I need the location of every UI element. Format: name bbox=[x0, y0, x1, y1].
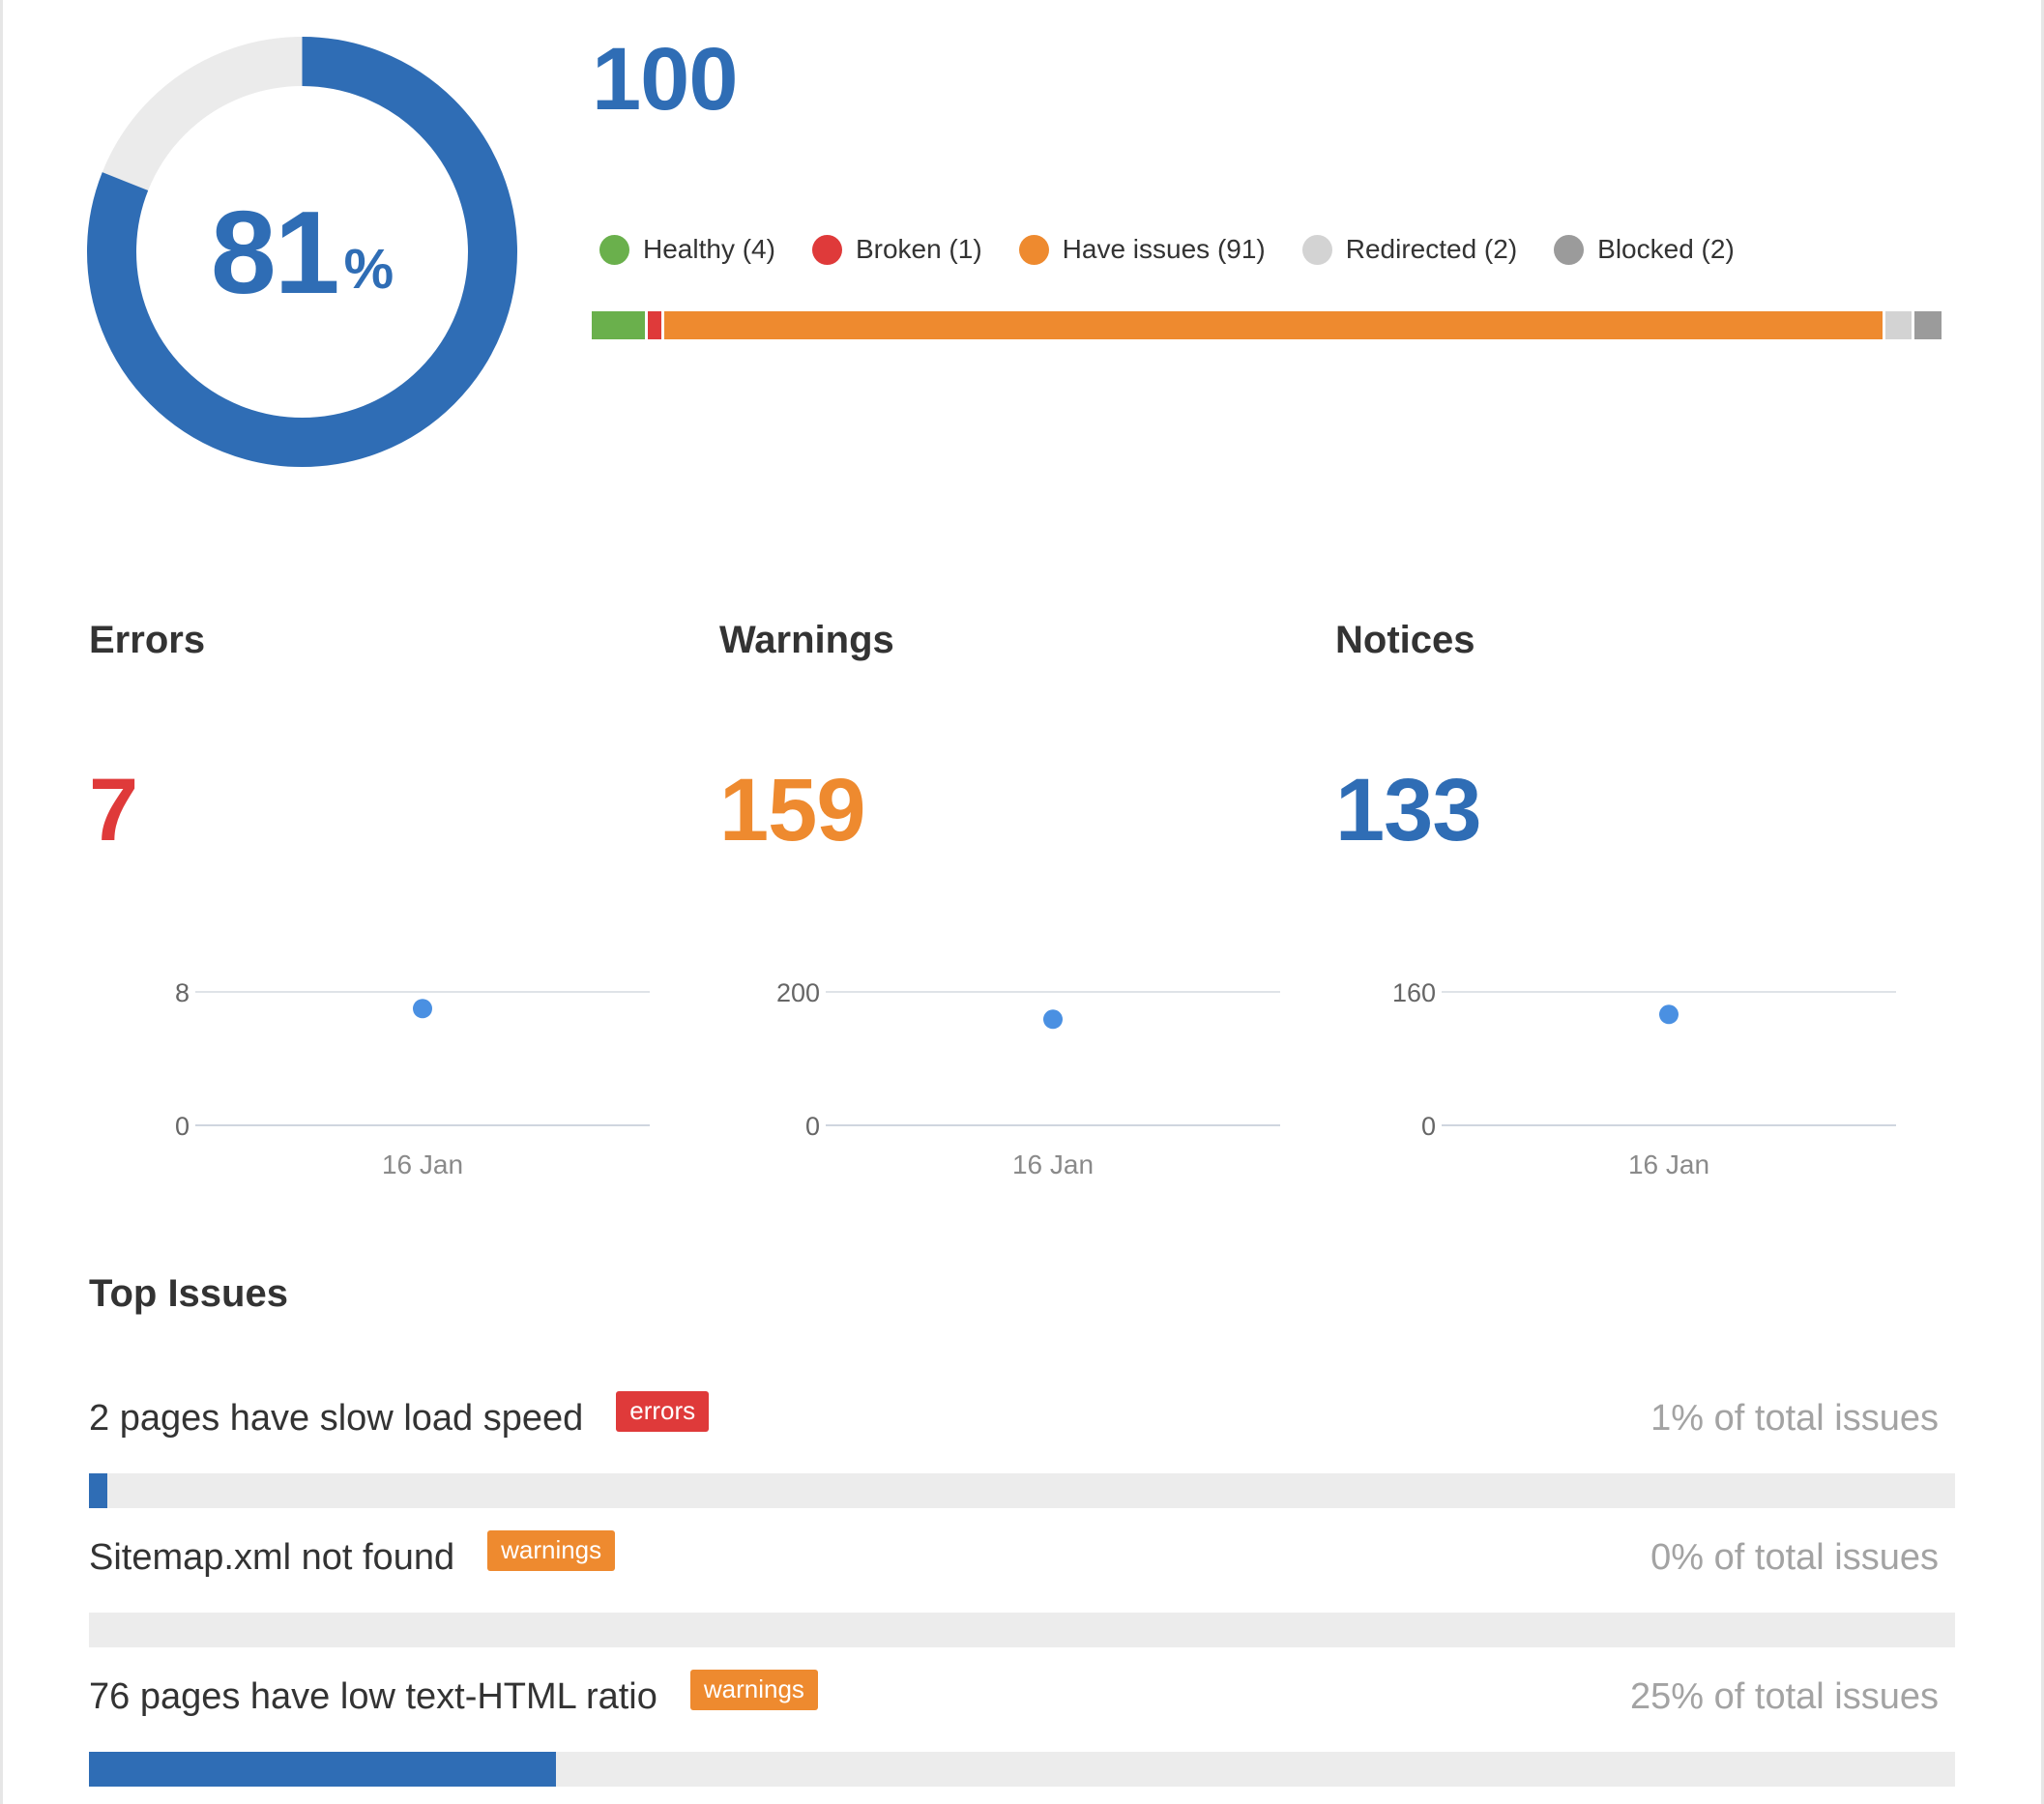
legend-label: Redirected (2) bbox=[1345, 234, 1518, 264]
issue-title[interactable]: 2 pages have slow load speed bbox=[89, 1398, 584, 1439]
issue-progress-track bbox=[89, 1752, 1955, 1787]
bar-segment[interactable] bbox=[664, 311, 1883, 339]
legend-label: Healthy (4) bbox=[643, 234, 775, 264]
issue-badge: warnings bbox=[487, 1529, 616, 1571]
issue-title-wrap: Sitemap.xml not found warnings bbox=[89, 1529, 616, 1579]
legend-item[interactable]: Broken (1) bbox=[811, 234, 982, 265]
notices-widget[interactable]: Notices 133 160 0 16 Jan bbox=[1335, 619, 1915, 1179]
notices-value[interactable]: 133 bbox=[1335, 761, 1481, 859]
issue-progress-track bbox=[89, 1473, 1955, 1508]
issue-row[interactable]: Sitemap.xml not found warnings 0% of tot… bbox=[89, 1529, 1955, 1655]
legend-dot-icon bbox=[599, 234, 629, 265]
notices-title: Notices bbox=[1335, 619, 1475, 661]
legend-item[interactable]: Blocked (2) bbox=[1554, 234, 1735, 265]
issue-progress-track bbox=[89, 1613, 1955, 1647]
errors-widget[interactable]: Errors 7 8 0 16 Jan bbox=[89, 619, 669, 1179]
site-health-value: 81 bbox=[210, 186, 340, 318]
right-border bbox=[2041, 0, 2044, 1804]
warnings-widget[interactable]: Warnings 159 200 0 16 Jan bbox=[719, 619, 1299, 1179]
legend-label: Have issues (91) bbox=[1062, 234, 1266, 264]
warnings-title: Warnings bbox=[719, 619, 894, 661]
issue-title-wrap: 2 pages have slow load speed errors bbox=[89, 1390, 710, 1440]
donut-chart bbox=[87, 37, 517, 467]
issue-progress-fill bbox=[89, 1752, 556, 1787]
issue-share: 1% of total issues bbox=[1650, 1398, 1939, 1439]
y-tick-label: 0 bbox=[805, 1112, 820, 1141]
data-point[interactable] bbox=[1043, 1009, 1063, 1030]
issue-share: 0% of total issues bbox=[1650, 1537, 1939, 1578]
issue-badge: errors bbox=[616, 1390, 710, 1432]
issue-row[interactable]: 2 pages have slow load speed errors 1% o… bbox=[89, 1390, 1955, 1516]
y-tick-label: 0 bbox=[175, 1112, 190, 1141]
x-tick-label: 16 Jan bbox=[1628, 1149, 1709, 1179]
bar-segment[interactable] bbox=[592, 311, 646, 339]
issue-badge: warnings bbox=[689, 1669, 818, 1710]
legend-dot-icon bbox=[1018, 234, 1049, 265]
crawled-pages-bar bbox=[592, 311, 1942, 339]
left-border bbox=[0, 0, 3, 1804]
y-tick-label: 8 bbox=[175, 978, 190, 1007]
y-tick-label: 200 bbox=[776, 978, 820, 1007]
y-tick-label: 160 bbox=[1392, 978, 1436, 1007]
errors-value[interactable]: 7 bbox=[89, 761, 138, 859]
x-tick-label: 16 Jan bbox=[1012, 1149, 1094, 1179]
y-tick-label: 0 bbox=[1421, 1112, 1436, 1141]
site-health-score: 81% bbox=[87, 37, 517, 467]
notices-trend-chart: 160 0 16 Jan bbox=[1392, 978, 1896, 1179]
legend-item[interactable]: Have issues (91) bbox=[1018, 234, 1266, 265]
legend-item[interactable]: Healthy (4) bbox=[599, 234, 775, 265]
crawled-pages-total[interactable]: 100 bbox=[592, 30, 738, 129]
bar-segment[interactable] bbox=[648, 311, 662, 339]
donut-score-arc bbox=[87, 37, 517, 467]
legend-item[interactable]: Redirected (2) bbox=[1301, 234, 1518, 265]
bar-segment[interactable] bbox=[1884, 311, 1913, 339]
issue-title[interactable]: Sitemap.xml not found bbox=[89, 1537, 455, 1578]
crawled-pages-legend: Healthy (4) Broken (1) Have issues (91) Red… bbox=[599, 228, 1735, 271]
issue-title[interactable]: 76 pages have low text-HTML ratio bbox=[89, 1676, 657, 1717]
issue-title-wrap: 76 pages have low text-HTML ratio warnin… bbox=[89, 1669, 818, 1718]
legend-label: Blocked (2) bbox=[1597, 234, 1735, 264]
data-point[interactable] bbox=[1659, 1004, 1679, 1025]
legend-dot-icon bbox=[811, 234, 842, 265]
errors-title: Errors bbox=[89, 619, 206, 661]
legend-label: Broken (1) bbox=[855, 234, 982, 264]
errors-trend-chart: 8 0 16 Jan bbox=[175, 978, 650, 1179]
warnings-trend-chart: 200 0 16 Jan bbox=[776, 978, 1280, 1179]
site-health-unit: % bbox=[343, 237, 394, 301]
legend-dot-icon bbox=[1554, 234, 1585, 265]
issue-share: 25% of total issues bbox=[1630, 1676, 1939, 1717]
issue-row[interactable]: 76 pages have low text-HTML ratio warnin… bbox=[89, 1669, 1955, 1794]
bar-segment[interactable] bbox=[1914, 311, 1942, 339]
top-issues-title: Top Issues bbox=[89, 1272, 288, 1315]
data-point[interactable] bbox=[413, 999, 432, 1019]
legend-dot-icon bbox=[1301, 234, 1332, 265]
site-health-donut: 81% bbox=[87, 37, 517, 467]
warnings-value[interactable]: 159 bbox=[719, 761, 865, 859]
issue-progress-fill bbox=[89, 1473, 108, 1508]
x-tick-label: 16 Jan bbox=[382, 1149, 463, 1179]
